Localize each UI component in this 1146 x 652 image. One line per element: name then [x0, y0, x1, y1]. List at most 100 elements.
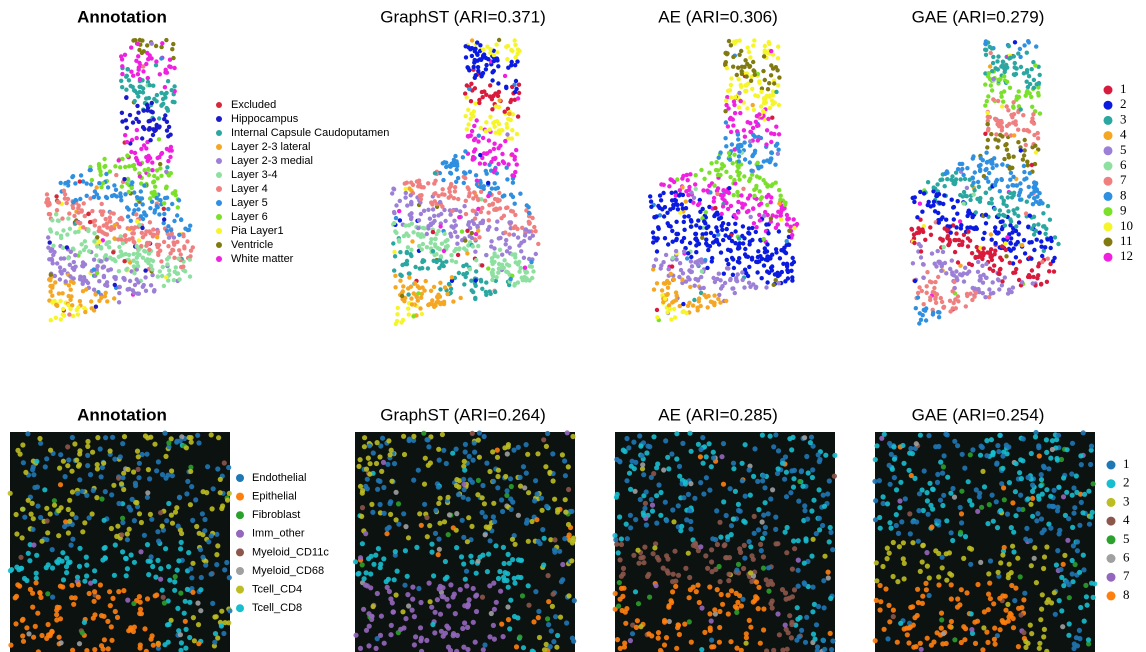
spot: [712, 183, 716, 187]
spot: [655, 308, 659, 312]
spot: [920, 289, 924, 293]
cell: [790, 435, 795, 440]
spot: [935, 292, 939, 296]
spot: [762, 214, 766, 218]
cell: [427, 523, 432, 528]
spot: [89, 182, 93, 186]
cell: [495, 455, 500, 460]
cell: [506, 585, 511, 590]
spot: [437, 266, 441, 270]
legend-dot: [216, 214, 222, 220]
spot: [100, 213, 104, 217]
spot: [752, 108, 756, 112]
spot: [792, 260, 796, 264]
spot: [724, 144, 728, 148]
cell: [110, 596, 115, 601]
spot: [759, 197, 763, 201]
cell: [751, 599, 756, 604]
spot: [404, 187, 408, 191]
cell: [761, 627, 766, 632]
spot: [104, 217, 108, 221]
cell: [95, 462, 100, 467]
spot: [82, 275, 86, 279]
spot: [729, 95, 733, 99]
spot: [65, 245, 69, 249]
spot: [125, 74, 129, 78]
spot: [134, 59, 138, 63]
spot: [463, 149, 467, 153]
cell: [200, 555, 205, 560]
spot: [516, 262, 520, 266]
cell: [709, 569, 714, 574]
spot: [742, 285, 746, 289]
cell: [467, 597, 472, 602]
cell: [526, 603, 531, 608]
spot: [452, 219, 456, 223]
cell: [533, 589, 538, 594]
spot: [732, 266, 736, 270]
cell: [526, 583, 531, 588]
spot: [407, 275, 411, 279]
cell: [436, 552, 441, 557]
spot: [1008, 241, 1012, 245]
spot: [666, 221, 670, 225]
cell: [758, 542, 763, 547]
cell: [731, 461, 736, 466]
spot: [126, 214, 130, 218]
cell: [177, 495, 182, 500]
spot: [984, 151, 988, 155]
spot: [123, 234, 127, 238]
spot: [918, 311, 922, 315]
cell: [94, 495, 99, 500]
spot: [170, 47, 174, 51]
cell: [424, 437, 429, 442]
spot: [662, 214, 666, 218]
spot: [1022, 238, 1026, 242]
cell: [563, 473, 568, 478]
spot: [47, 257, 51, 261]
spot: [474, 101, 478, 105]
spot: [1031, 275, 1035, 279]
spot: [672, 277, 676, 281]
spot: [1006, 209, 1010, 213]
cell: [406, 603, 411, 608]
cell: [448, 582, 453, 587]
spot: [926, 180, 930, 184]
spot: [461, 272, 465, 276]
spot: [665, 310, 669, 314]
spot: [736, 210, 740, 214]
cell: [468, 477, 473, 482]
spot: [80, 242, 84, 246]
cell: [133, 481, 138, 486]
spot: [181, 232, 185, 236]
spot: [116, 237, 120, 241]
spot: [534, 252, 538, 256]
spot: [513, 43, 517, 47]
spot: [1003, 275, 1007, 279]
cell: [150, 564, 155, 569]
cell: [505, 451, 510, 456]
spot: [748, 177, 752, 181]
cell: [699, 605, 704, 610]
cell: [402, 452, 407, 457]
spot: [748, 143, 752, 147]
cell: [214, 562, 219, 567]
cell: [405, 574, 410, 579]
spot: [705, 226, 709, 230]
spot: [993, 241, 997, 245]
spot: [967, 209, 971, 213]
cell: [451, 631, 456, 636]
spot: [759, 90, 763, 94]
spot: [183, 227, 187, 231]
spot: [160, 151, 164, 155]
cell: [785, 647, 790, 652]
spot: [792, 226, 796, 230]
spot: [150, 160, 154, 164]
spot: [505, 57, 509, 61]
spot: [467, 220, 471, 224]
cell: [715, 542, 720, 547]
spot: [754, 230, 758, 234]
spot: [137, 161, 141, 165]
spot: [465, 83, 469, 87]
spot: [739, 99, 743, 103]
